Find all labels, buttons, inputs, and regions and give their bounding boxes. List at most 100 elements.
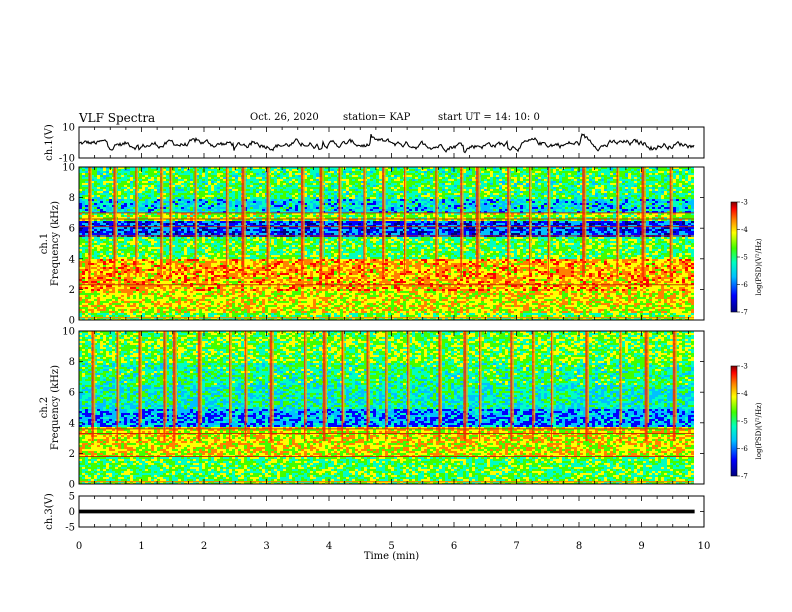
spectrogram-cell (397, 173, 401, 176)
spectrogram-cell (133, 211, 137, 214)
spectrogram-cell (523, 173, 527, 176)
spectrogram-cell (499, 207, 503, 210)
spectrogram-cell (127, 167, 131, 170)
spectrogram-cell (259, 171, 263, 174)
spectrogram-cell (502, 195, 506, 198)
spectrogram-cell (481, 205, 485, 208)
spectrogram-cell (376, 203, 380, 206)
spectrogram-cell (454, 167, 458, 170)
spectrogram-cell (223, 169, 227, 172)
spectrogram-cell (409, 175, 413, 178)
spectrogram-cell (274, 175, 278, 178)
spectrogram-cell (490, 171, 494, 174)
spectrogram-cell (598, 193, 602, 196)
spectrogram-cell (235, 169, 239, 172)
spectrogram-cell (619, 211, 623, 214)
spectrogram-cell (151, 205, 155, 208)
spectrogram-cell (598, 195, 602, 198)
spectrogram-cell (550, 199, 554, 202)
spectrogram-cell (667, 207, 671, 210)
spectrogram-cell (511, 173, 515, 176)
spectrogram-cell (334, 177, 338, 180)
spectrogram-cell (106, 181, 110, 184)
spectrogram-cell (574, 173, 578, 176)
spectrogram-cell (343, 201, 347, 204)
spectrogram-cell (622, 173, 626, 176)
spectrogram-cell (514, 201, 518, 204)
spectrogram-cell (469, 199, 473, 202)
spectrogram-cell (304, 179, 308, 182)
spectrogram-cell (445, 179, 449, 182)
spectrogram-cell (391, 207, 395, 210)
spectrogram-cell (247, 169, 251, 172)
spectrogram-cell (619, 195, 623, 198)
spectrogram-cell (274, 189, 278, 192)
spectrogram-cell (220, 179, 224, 182)
spectrogram-cell (358, 205, 362, 208)
spectrogram-cell (448, 177, 452, 180)
spectrogram-cell (370, 201, 374, 204)
spectrogram-cell (361, 167, 365, 170)
spectrogram-cell (190, 211, 194, 214)
spectrogram-cell (541, 169, 545, 172)
spectrogram-cell (238, 209, 242, 212)
spectrogram-cell (349, 193, 353, 196)
spectrogram-cell (181, 211, 185, 214)
spectrogram-cell (196, 197, 200, 200)
spectrogram-cell (496, 177, 500, 180)
spectrogram-cell (610, 173, 614, 176)
spectrogram-cell (343, 175, 347, 178)
spectrogram-cell (325, 189, 329, 192)
spectrogram-cell (598, 209, 602, 212)
spectrogram-cell (688, 203, 692, 206)
spectrogram-cell (625, 183, 629, 186)
spectrogram-cell (592, 213, 596, 216)
spectrogram-cell (79, 175, 83, 178)
spectrogram-cell (253, 183, 257, 186)
spectrogram-cell (685, 185, 689, 188)
spectrogram-cell (637, 195, 641, 198)
spectrogram-cell (550, 187, 554, 190)
spectrogram-cell (454, 175, 458, 178)
spectrogram-cell (571, 197, 575, 200)
spectrogram-cell (376, 177, 380, 180)
spectrogram-cell (565, 167, 569, 170)
spectrogram-cell (424, 187, 428, 190)
spectrogram-cell (187, 191, 191, 194)
spectrogram-cell (580, 201, 584, 204)
spectrogram-cell (484, 177, 488, 180)
spectrogram-cell (595, 213, 599, 216)
spectrogram-cell (181, 181, 185, 184)
spectrogram-cell (634, 177, 638, 180)
spectrogram-cell (544, 181, 548, 184)
spectrogram-cell (202, 179, 206, 182)
spectrogram-cell (412, 213, 416, 216)
spectrogram-cell (217, 211, 221, 214)
spectrogram-cell (175, 173, 179, 176)
spectrogram-cell (292, 193, 296, 196)
spectrogram-cell (133, 203, 137, 206)
spectrogram-cell (433, 193, 437, 196)
spectrogram-cell (514, 189, 518, 192)
spectrogram-cell (388, 173, 392, 176)
spectrogram-cell (352, 175, 356, 178)
spectrogram-cell (310, 181, 314, 184)
spectrogram-cell (454, 185, 458, 188)
spectrogram-cell (505, 201, 509, 204)
spectrogram-cell (559, 197, 563, 200)
spectrogram-cell (577, 179, 581, 182)
spectrogram-cell (370, 183, 374, 186)
spectrogram-cell (577, 173, 581, 176)
spectrogram-cell (181, 187, 185, 190)
spectrogram-cell (469, 191, 473, 194)
spectrogram-cell (427, 181, 431, 184)
spectrogram-cell (664, 213, 668, 216)
spectrogram-cell (688, 201, 692, 204)
spectrogram-cell (424, 189, 428, 192)
spectrogram-cell (85, 195, 89, 198)
spectrogram-cell (604, 191, 608, 194)
spectrogram-cell (151, 171, 155, 174)
spectrogram-cell (409, 203, 413, 206)
spectrogram-cell (376, 207, 380, 210)
spectrogram-cell (532, 177, 536, 180)
